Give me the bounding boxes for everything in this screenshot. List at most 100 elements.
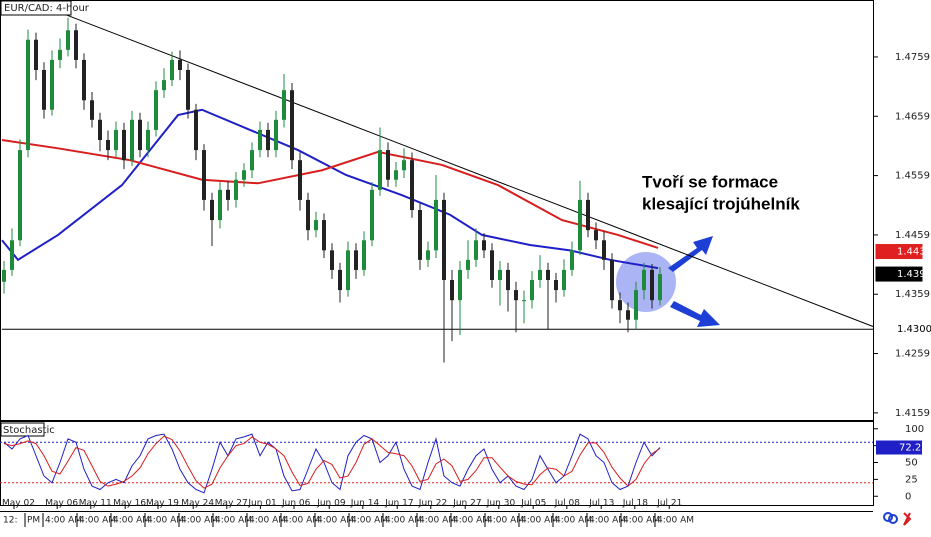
time-label: 4:00 AM	[589, 516, 626, 526]
x-tick-label: Jun 01	[247, 499, 276, 509]
stochastic-panel	[0, 421, 874, 506]
candle-body	[26, 39, 30, 151]
candle-body	[2, 269, 6, 282]
y-tick-label: 1.4259	[895, 349, 930, 360]
arrow-down	[670, 301, 720, 327]
candle-body	[258, 129, 262, 151]
candle-body	[290, 90, 294, 161]
candle-body	[594, 230, 598, 241]
candle-body	[266, 129, 270, 151]
time-label: 4:00 AM	[453, 516, 490, 526]
candle-body	[458, 269, 462, 301]
candle-body	[394, 170, 398, 180]
candle-body	[234, 179, 238, 200]
candle-body	[58, 49, 62, 60]
time-label: 4:00 AM	[385, 516, 422, 526]
link-icon[interactable]	[888, 514, 898, 524]
candle-body	[362, 240, 366, 270]
title-box	[0, 0, 72, 16]
y-tick-label: 50	[905, 458, 918, 469]
time-label: 4:00 AM	[181, 516, 218, 526]
candle-body	[346, 250, 350, 291]
x-tick-label: Jul 21	[656, 499, 682, 509]
price-marker	[875, 266, 923, 282]
close-icon[interactable]	[903, 512, 912, 526]
x-tick-label: Jun 17	[384, 499, 413, 509]
candle-body	[410, 160, 414, 210]
candle-body	[482, 240, 486, 251]
annotation: klesající trojúhelník	[642, 194, 800, 213]
toolbar-icons[interactable]	[883, 512, 912, 526]
candle-body	[202, 150, 206, 200]
time-label: 4:00 AM	[249, 516, 286, 526]
value-marker	[876, 440, 922, 455]
candle-body	[242, 170, 246, 180]
time-label: 4:00 AM	[45, 516, 82, 526]
time-label: 4:00 AM	[521, 516, 558, 526]
time-label: PM	[27, 516, 40, 526]
candle-body	[194, 109, 198, 151]
time-label: 4:00 AM	[623, 516, 660, 526]
candle-body	[634, 290, 638, 320]
moving-average	[1, 139, 659, 249]
candle-body	[210, 199, 214, 221]
x-tick-label: May 11	[79, 499, 112, 509]
stochastic-line	[3, 435, 661, 489]
candle-body	[282, 90, 286, 120]
candle-body	[538, 269, 542, 280]
candle-body	[570, 250, 574, 270]
y-tick-label: 1.4759	[895, 52, 930, 63]
main-panel	[0, 0, 874, 421]
candle-body	[218, 189, 222, 221]
candle-body	[434, 199, 438, 251]
candle-body	[338, 269, 342, 291]
time-label: 4:00 AM	[317, 516, 354, 526]
x-tick-label: May 24	[181, 499, 214, 509]
price-marker-label: 1.4431	[897, 247, 931, 258]
candle-body	[82, 59, 86, 101]
time-label: 4:00 AM	[147, 516, 184, 526]
x-tick-label: May 06	[45, 499, 78, 509]
y-tick-label: 1.4559	[895, 171, 930, 182]
candle-body	[554, 280, 558, 291]
candle-body	[402, 160, 406, 171]
candle-body	[498, 269, 502, 280]
link-icon[interactable]	[883, 512, 893, 522]
time-label: 4:00 AM	[487, 516, 524, 526]
candle-body	[274, 119, 278, 151]
trend-line	[65, 14, 875, 328]
candle-body	[650, 269, 654, 301]
time-label: 4:00 AM	[657, 516, 694, 526]
price-marker	[875, 321, 923, 337]
candle-body	[162, 80, 166, 91]
price-marker-label: 1.4393	[897, 269, 931, 280]
time-label: 4:00 AM	[351, 516, 388, 526]
candle-body	[626, 310, 630, 320]
candle-body	[314, 220, 318, 231]
candle-body	[42, 70, 46, 110]
candle-body	[146, 129, 150, 151]
candle-body	[130, 119, 134, 161]
y-tick-label: 1.4359	[895, 289, 930, 300]
candle-body	[186, 70, 190, 110]
candle-body	[98, 119, 102, 140]
candle-body	[426, 250, 430, 260]
time-label: 4:00 AM	[419, 516, 456, 526]
candle-body	[122, 129, 126, 161]
candle-body	[106, 140, 110, 151]
annotation: Tvoří se formace	[642, 172, 778, 191]
stochastic-title-box	[0, 422, 45, 437]
candle-body	[50, 59, 54, 110]
candle-body	[10, 240, 14, 270]
candle-body	[298, 160, 302, 200]
time-label: 4:00 AM	[113, 516, 150, 526]
candle-body	[378, 150, 382, 190]
time-label: 4:00 AM	[283, 516, 320, 526]
x-tick-label: May 02	[2, 499, 35, 509]
candle-body	[66, 30, 70, 50]
arrow-up	[668, 236, 713, 272]
candle-body	[490, 250, 494, 280]
candle-body	[506, 269, 510, 291]
x-tick-label: May 16	[113, 499, 146, 509]
candle-body	[74, 30, 78, 60]
